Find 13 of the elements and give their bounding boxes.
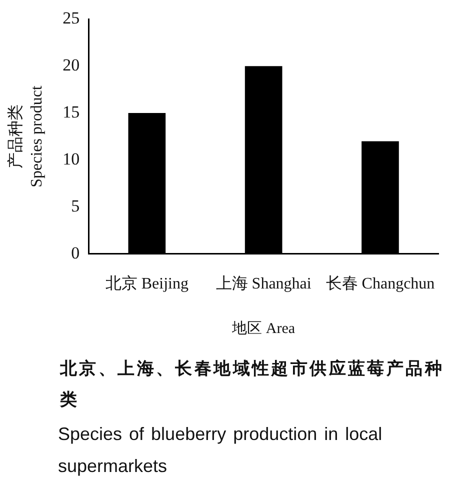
y-axis-title: 产品种类 Species product xyxy=(6,85,46,188)
x-tick-label: 北京 Beijing xyxy=(105,274,188,293)
y-tick-label: 25 xyxy=(62,8,80,28)
y-tick-label: 0 xyxy=(71,243,80,262)
y-tick-label: 20 xyxy=(62,56,80,75)
text: Species of blueberry production in local supermarkets xyxy=(58,423,384,478)
y-tick-label: 10 xyxy=(62,149,80,168)
x-tick-label: 上海 Shanghai xyxy=(216,274,312,293)
y-tick-label: 15 xyxy=(62,102,80,122)
y-tick-label: 5 xyxy=(71,196,80,216)
x-axis-title: 地区 Area xyxy=(231,320,296,337)
text: 北京、上海、长春地域性超市供应蓝莓产品种类 xyxy=(60,358,445,412)
x-tick-label: 长春 Changchun xyxy=(326,274,435,293)
